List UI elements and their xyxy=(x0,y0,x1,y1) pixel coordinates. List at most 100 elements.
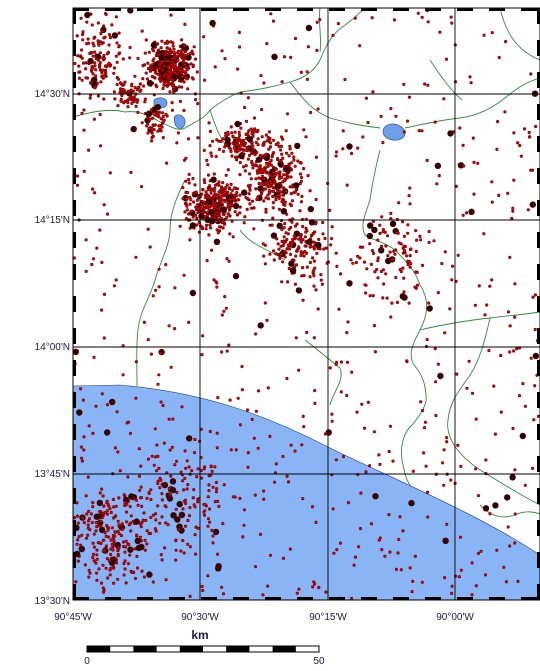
earthquake-event xyxy=(268,223,272,227)
earthquake-event xyxy=(258,532,263,537)
earthquake-event xyxy=(99,519,103,523)
earthquake-event xyxy=(233,210,237,214)
frame-tick xyxy=(361,597,377,600)
earthquake-event xyxy=(238,193,242,197)
earthquake-event xyxy=(268,553,273,557)
earthquake-event xyxy=(167,417,171,421)
earthquake-event xyxy=(112,505,116,509)
earthquake-event xyxy=(238,496,242,500)
earthquake-event xyxy=(137,474,141,478)
earthquake-event xyxy=(75,542,79,546)
earthquake-event xyxy=(166,76,170,80)
frame-tick xyxy=(537,360,540,376)
earthquake-event xyxy=(359,491,363,495)
earthquake-event xyxy=(366,232,373,240)
earthquake-event xyxy=(150,74,154,79)
earthquake-event xyxy=(373,350,377,354)
earthquake-event xyxy=(468,75,472,79)
earthquake-event xyxy=(402,130,406,134)
earthquake-event xyxy=(259,74,263,78)
earthquake-event xyxy=(237,30,241,34)
earthquake-event xyxy=(278,170,282,174)
earthquake-event xyxy=(271,19,276,23)
earthquake-event xyxy=(165,80,169,84)
earthquake-event xyxy=(305,77,309,81)
earthquake-event xyxy=(284,173,289,177)
earthquake-event xyxy=(111,497,116,502)
earthquake-event xyxy=(99,510,103,514)
earthquake-event xyxy=(301,414,305,418)
earthquake-event xyxy=(115,75,119,80)
earthquake-event xyxy=(186,53,190,57)
earthquake-event xyxy=(220,186,224,190)
earthquake-event xyxy=(213,465,217,469)
earthquake-event xyxy=(114,504,118,508)
earthquake-event xyxy=(122,493,126,497)
earthquake-event xyxy=(159,117,163,121)
scale-segment xyxy=(272,646,296,652)
earthquake-event xyxy=(529,72,533,76)
earthquake-event xyxy=(119,99,123,103)
earthquake-event xyxy=(204,193,208,197)
earthquake-event xyxy=(223,199,227,203)
earthquake-event xyxy=(238,173,242,177)
earthquake-event xyxy=(81,32,85,37)
earthquake-event xyxy=(408,566,412,570)
earthquake-event xyxy=(476,551,481,556)
earthquake-event xyxy=(318,18,322,22)
earthquake-event xyxy=(420,15,424,19)
earthquake-event xyxy=(111,548,115,552)
frame-tick xyxy=(537,72,540,88)
earthquake-event xyxy=(474,584,478,588)
earthquake-event xyxy=(224,306,228,310)
earthquake-event xyxy=(425,158,429,162)
earthquake-event xyxy=(284,189,288,193)
earthquake-event xyxy=(408,254,412,258)
earthquake-event xyxy=(98,63,102,67)
earthquake-event xyxy=(77,64,81,68)
earthquake-event xyxy=(194,98,198,102)
earthquake-event xyxy=(91,76,98,84)
earthquake-event xyxy=(216,231,220,235)
earthquake-event xyxy=(271,201,275,205)
earthquake-event xyxy=(360,402,364,406)
earthquake-event xyxy=(185,459,189,463)
earthquake-event xyxy=(98,144,103,148)
earthquake-event xyxy=(310,505,315,509)
earthquake-event xyxy=(214,480,218,485)
earthquake-event xyxy=(282,235,286,239)
earthquake-event xyxy=(172,85,176,89)
earthquake-event xyxy=(269,141,273,145)
earthquake-event xyxy=(298,172,303,176)
earthquake-event xyxy=(210,528,214,533)
earthquake-event xyxy=(140,29,144,33)
earthquake-event xyxy=(289,161,293,165)
earthquake-event xyxy=(143,548,147,552)
earthquake-event xyxy=(101,511,105,515)
earthquake-event xyxy=(213,238,221,245)
earthquake-event xyxy=(233,198,237,202)
earthquake-event xyxy=(164,51,168,55)
earthquake-event xyxy=(208,129,212,133)
earthquake-event xyxy=(308,260,312,265)
earthquake-event xyxy=(250,417,254,421)
lon-label-90-30: 90°30'W xyxy=(181,612,219,623)
earthquake-event xyxy=(215,487,219,491)
earthquake-event xyxy=(413,285,417,289)
earthquake-event xyxy=(488,284,492,288)
earthquake-event xyxy=(76,54,80,58)
earthquake-event xyxy=(282,164,286,168)
earthquake-event xyxy=(134,360,138,364)
earthquake-event xyxy=(306,45,310,49)
frame-tick xyxy=(73,72,76,88)
earthquake-event xyxy=(253,163,257,167)
earthquake-event xyxy=(176,58,180,62)
earthquake-event xyxy=(391,257,395,261)
earthquake-event xyxy=(251,199,255,203)
earthquake-event xyxy=(184,190,188,195)
earthquake-event xyxy=(516,579,520,584)
earthquake-event xyxy=(81,30,85,34)
earthquake-event xyxy=(221,212,225,216)
earthquake-event xyxy=(194,213,198,217)
